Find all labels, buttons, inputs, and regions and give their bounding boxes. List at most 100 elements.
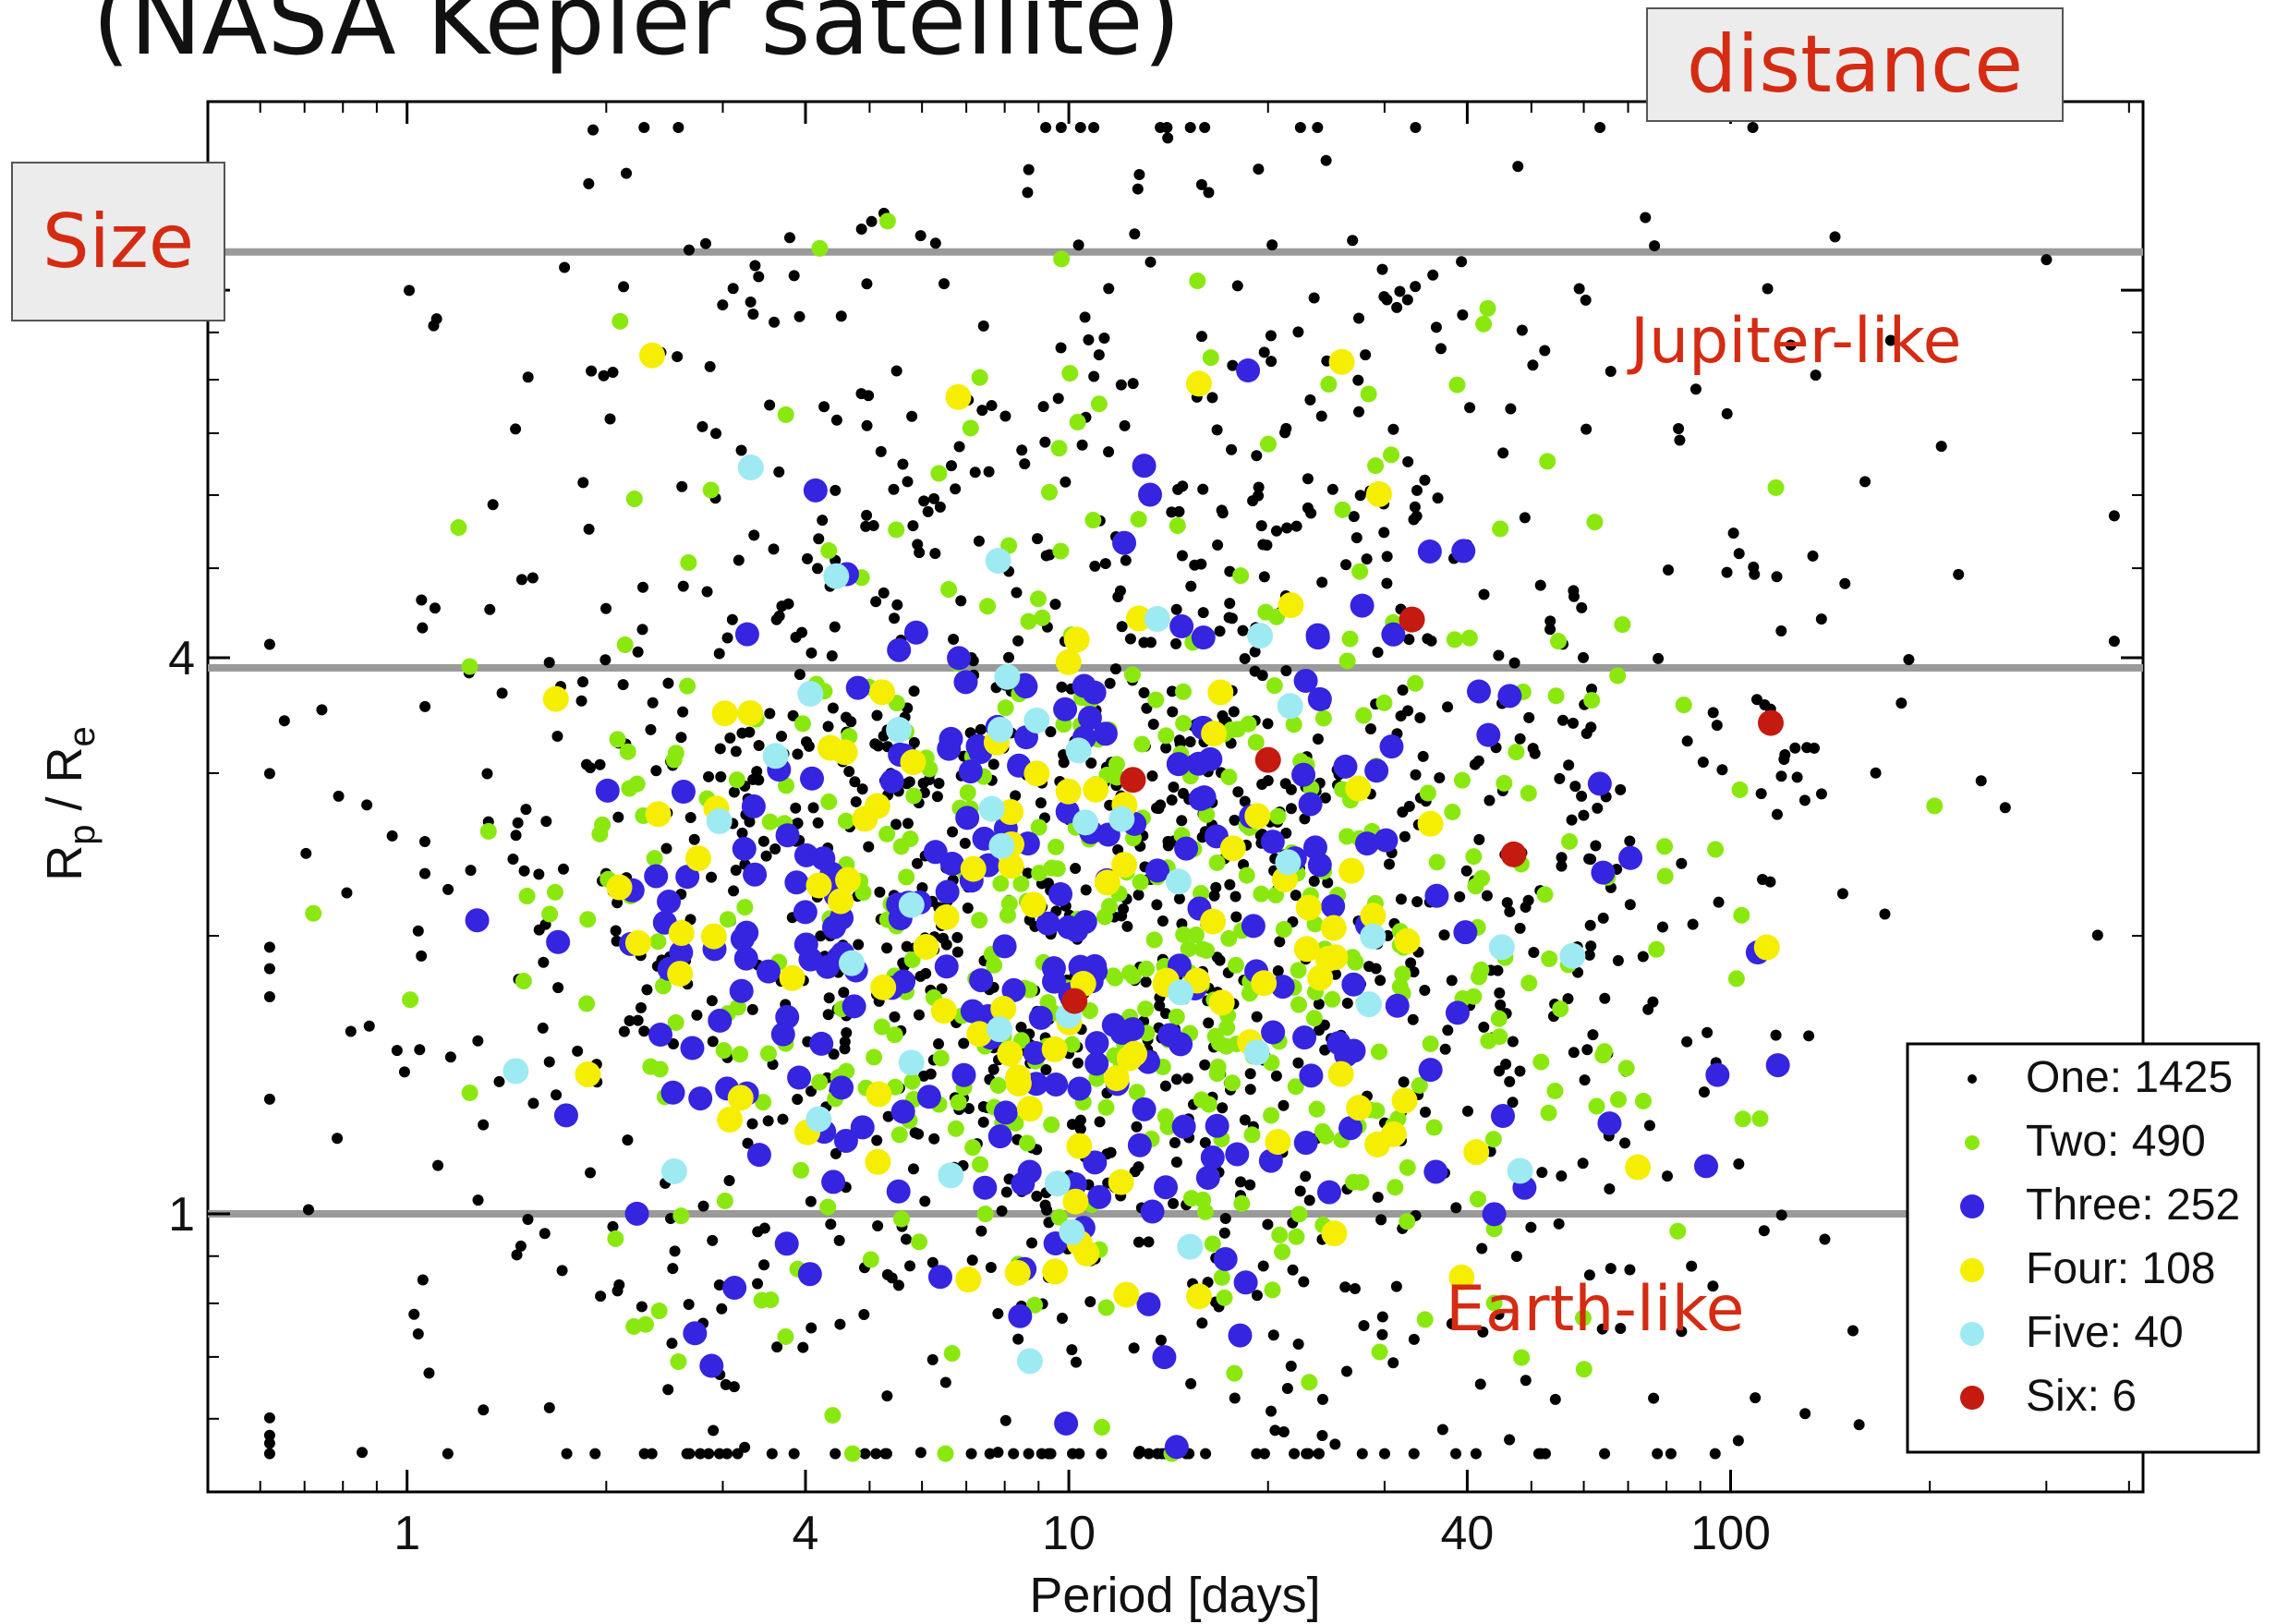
data-point-one <box>1414 711 1426 723</box>
data-point-two <box>1532 1053 1550 1071</box>
data-point-two <box>761 813 779 830</box>
data-point-one <box>1023 1448 1035 1460</box>
data-point-one <box>1159 1080 1171 1092</box>
data-point-one <box>341 887 353 899</box>
data-point-one <box>1326 483 1338 495</box>
data-point-one <box>1809 742 1821 754</box>
data-point-one <box>300 847 312 859</box>
data-point-one <box>1402 455 1414 467</box>
data-point-five <box>938 1162 964 1189</box>
data-point-four <box>1125 605 1152 632</box>
data-point-one <box>929 237 941 249</box>
data-point-one <box>928 492 940 504</box>
data-point-one <box>1528 946 1540 958</box>
data-point-one <box>1257 1260 1269 1272</box>
data-point-two <box>1123 666 1141 684</box>
data-point-two <box>665 751 683 769</box>
data-point-one <box>559 261 571 273</box>
data-point-three <box>958 759 983 784</box>
data-point-three <box>1258 1148 1283 1173</box>
data-point-two <box>1240 715 1257 733</box>
data-point-two <box>903 1073 921 1090</box>
data-point-two <box>1159 1118 1177 1135</box>
data-point-two <box>892 838 910 855</box>
data-point-one <box>882 1110 894 1122</box>
data-point-one <box>889 1011 901 1023</box>
data-point-one <box>672 351 684 363</box>
data-point-one <box>1115 379 1127 391</box>
data-point-one <box>1750 694 1762 706</box>
data-point-one <box>881 942 893 954</box>
data-point-one <box>684 811 696 823</box>
data-point-one <box>1686 1260 1698 1272</box>
data-point-four <box>1321 1220 1348 1247</box>
data-point-six <box>1254 746 1281 773</box>
data-point-three <box>746 1143 771 1168</box>
data-point-one <box>945 460 957 472</box>
data-point-one <box>1104 677 1116 689</box>
data-point-three <box>1036 911 1060 936</box>
data-point-one <box>1514 922 1526 934</box>
data-point-one <box>1315 410 1327 422</box>
data-point-two <box>1290 1206 1308 1223</box>
data-point-one <box>1166 794 1178 806</box>
data-point-two <box>1093 1419 1110 1436</box>
data-point-one <box>1775 770 1787 782</box>
data-point-one <box>1066 1119 1078 1131</box>
data-point-one <box>635 1001 647 1013</box>
data-point-one <box>909 1127 921 1139</box>
data-point-one <box>478 1404 490 1416</box>
data-point-one <box>769 316 781 328</box>
data-point-two <box>1731 781 1749 798</box>
data-point-one <box>496 687 508 699</box>
data-point-one <box>487 499 499 511</box>
data-point-one <box>1352 374 1364 386</box>
data-point-one <box>1473 833 1485 845</box>
data-point-two <box>702 481 720 499</box>
data-point-one <box>969 467 981 479</box>
data-point-six <box>1399 606 1425 633</box>
legend-label-four: Four: 108 <box>2026 1244 2215 1293</box>
data-point-one <box>1642 1003 1654 1015</box>
data-point-four <box>1116 1045 1143 1072</box>
data-point-one <box>527 572 539 584</box>
data-point-one <box>1304 394 1316 406</box>
data-point-one <box>788 1448 800 1460</box>
data-point-one <box>263 1093 275 1105</box>
data-point-four <box>1185 1283 1212 1310</box>
data-point-two <box>1128 1084 1145 1101</box>
data-point-one <box>624 1015 636 1027</box>
data-point-one <box>1370 963 1382 975</box>
data-point-one <box>1425 635 1437 647</box>
data-point-one <box>683 1299 695 1311</box>
data-point-three <box>669 940 694 965</box>
data-point-one <box>1316 1430 1328 1442</box>
data-point-one <box>706 871 718 883</box>
data-point-one <box>1578 651 1590 663</box>
data-point-two <box>1411 1076 1428 1094</box>
data-point-two <box>1383 446 1400 464</box>
data-point-one <box>537 1022 549 1034</box>
data-point-one <box>792 748 804 760</box>
data-point-five <box>1559 942 1586 969</box>
data-point-one <box>1210 881 1222 893</box>
data-point-one <box>858 1308 870 1320</box>
data-point-one <box>838 987 850 999</box>
data-point-five <box>978 795 1005 822</box>
data-point-one <box>1576 790 1588 802</box>
data-point-two <box>1288 1228 1305 1245</box>
data-point-one <box>1474 1378 1486 1390</box>
data-point-six <box>1757 709 1784 736</box>
data-point-one <box>1439 1043 1451 1055</box>
data-point-one <box>423 1367 435 1379</box>
data-point-four <box>1108 1169 1134 1195</box>
data-point-one <box>589 1448 601 1460</box>
y-axis-label-main: R <box>37 845 92 881</box>
data-point-one <box>412 1328 424 1340</box>
data-point-one <box>1109 663 1121 675</box>
data-point-one <box>1590 840 1602 852</box>
data-point-one <box>1211 951 1223 963</box>
data-point-one <box>1665 1448 1677 1460</box>
data-point-two <box>1371 1343 1388 1361</box>
distance-callout: distance <box>1646 7 2064 122</box>
